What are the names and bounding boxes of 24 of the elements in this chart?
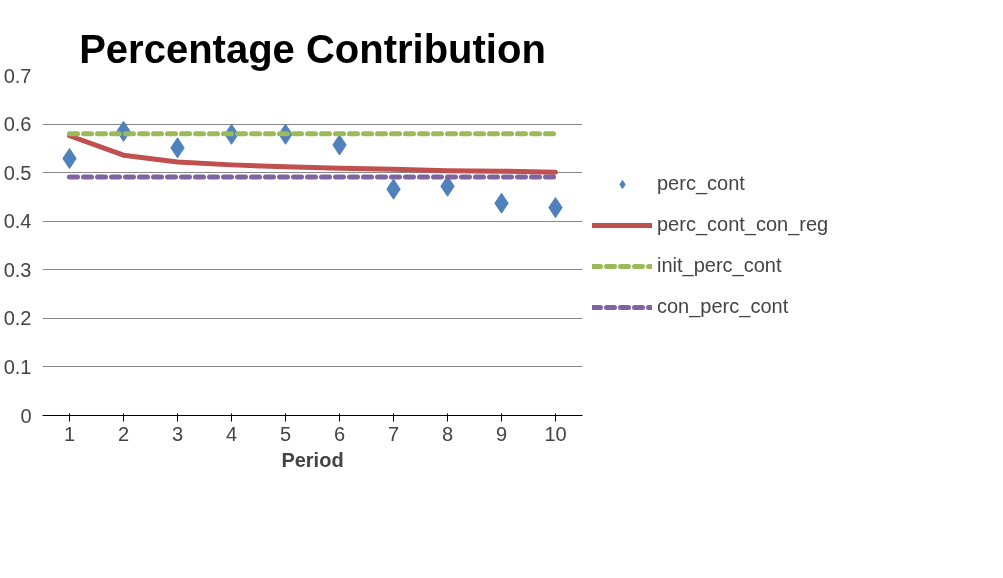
y-tick-label: 0.7 bbox=[3, 64, 32, 87]
y-tick-label: 0.2 bbox=[3, 307, 32, 330]
x-tick-label: 4 bbox=[225, 422, 238, 445]
legend-label: perc_cont_con_reg bbox=[657, 213, 829, 236]
x-tick-label: 10 bbox=[544, 422, 567, 445]
legend-label: con_perc_cont bbox=[657, 295, 789, 318]
y-tick-label: 0 bbox=[20, 404, 32, 427]
y-tick-label: 0.4 bbox=[3, 210, 32, 233]
x-axis-title: Period bbox=[281, 448, 344, 471]
y-tick-label: 0.6 bbox=[3, 113, 32, 136]
legend-label: perc_cont bbox=[657, 172, 745, 195]
y-tick-label: 0.3 bbox=[3, 258, 32, 281]
x-tick-label: 2 bbox=[117, 422, 130, 445]
x-tick-label: 1 bbox=[63, 422, 76, 445]
x-tick-label: 5 bbox=[279, 422, 292, 445]
y-tick-label: 0.5 bbox=[3, 161, 32, 184]
x-tick-label: 7 bbox=[387, 422, 400, 445]
x-tick-label: 6 bbox=[333, 422, 346, 445]
chart-title: Percentage Contribution bbox=[79, 26, 546, 71]
y-tick-label: 0.1 bbox=[3, 355, 32, 378]
x-tick-label: 8 bbox=[441, 422, 454, 445]
legend-label: init_perc_cont bbox=[657, 254, 782, 277]
x-tick-label: 3 bbox=[171, 422, 184, 445]
x-tick-label: 9 bbox=[495, 422, 508, 445]
